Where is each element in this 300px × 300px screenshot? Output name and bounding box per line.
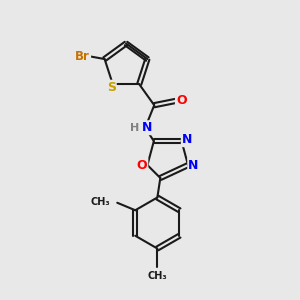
Text: S: S bbox=[107, 81, 116, 94]
Text: H: H bbox=[130, 123, 140, 133]
Text: N: N bbox=[142, 121, 152, 134]
Text: Br: Br bbox=[75, 50, 90, 62]
Text: CH₃: CH₃ bbox=[90, 197, 110, 207]
Text: O: O bbox=[137, 159, 147, 172]
Text: O: O bbox=[176, 94, 187, 107]
Text: N: N bbox=[188, 159, 199, 172]
Text: CH₃: CH₃ bbox=[148, 271, 167, 281]
Text: N: N bbox=[182, 133, 192, 146]
